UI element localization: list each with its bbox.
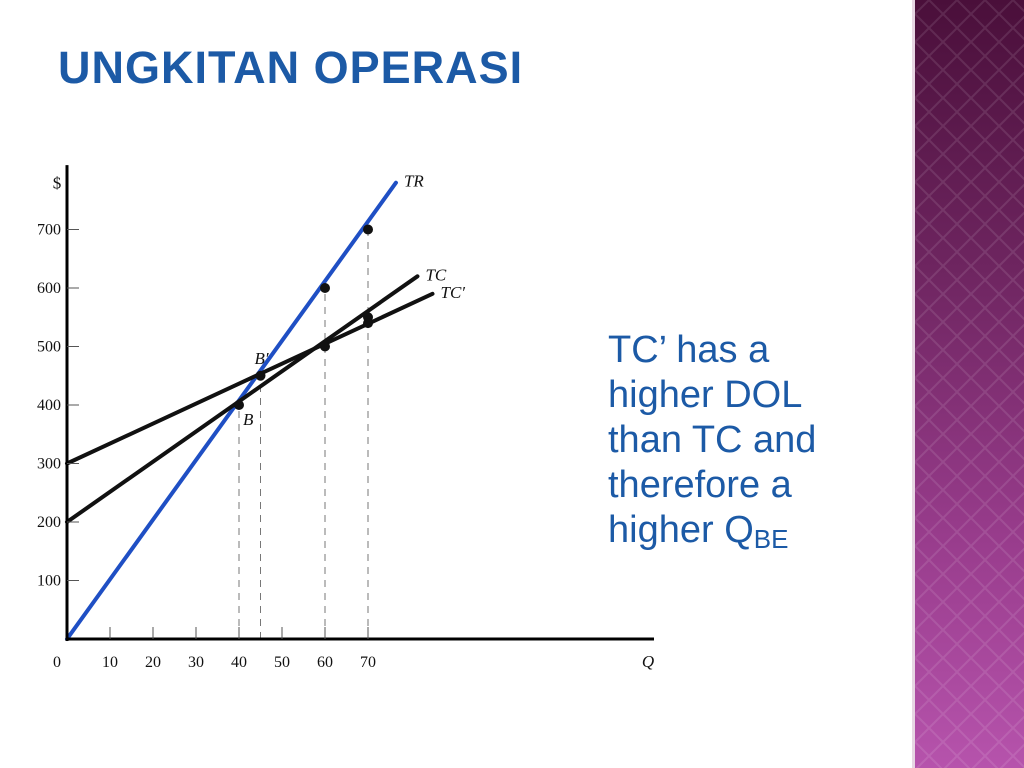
slide-title: UNGKITAN OPERASI xyxy=(58,42,524,93)
x-tick-label-50: 50 xyxy=(274,654,290,671)
point-label-2: B′ xyxy=(255,349,269,368)
x-tick-label-20: 20 xyxy=(145,654,161,671)
data-point-2 xyxy=(255,370,266,381)
note-subscript: BE xyxy=(753,524,789,554)
note-line-2: higher DOL xyxy=(608,374,803,416)
data-point-3 xyxy=(320,341,330,352)
data-point-6 xyxy=(363,318,373,329)
series-label-3: TC′ xyxy=(441,283,466,302)
tick-labels: 100 200 300 400 500 600 700 $0 10 20 30 40 50 60 70 Q xyxy=(37,174,654,671)
explanation-text: TC’ has a higher DOL than TC and therefo… xyxy=(608,328,908,562)
x-tick-label-60: 60 xyxy=(317,654,333,671)
y-axis-label: $ xyxy=(53,174,62,193)
series-label-1: TR xyxy=(404,172,424,191)
x-tick-label-70: 70 xyxy=(360,654,376,671)
y-tick-label-500: 500 xyxy=(37,339,61,356)
series-line-3 xyxy=(65,291,435,466)
note-line-4: therefore a xyxy=(608,464,792,506)
data-point-7 xyxy=(363,224,373,235)
point-label-1: B xyxy=(243,410,254,429)
y-tick-label-300: 300 xyxy=(37,456,61,473)
note-line-3: than TC and xyxy=(608,419,817,461)
x-tick-label-30: 30 xyxy=(188,654,204,671)
dashed-guides xyxy=(238,229,369,639)
y-tick-label-700: 700 xyxy=(37,222,61,239)
x-axis-label: Q xyxy=(642,652,654,671)
data-points xyxy=(234,224,373,410)
y-tick-label-200: 200 xyxy=(37,514,61,531)
series-line-1 xyxy=(65,180,398,641)
series-label-2: TC xyxy=(425,265,446,284)
y-tick-label-400: 400 xyxy=(37,397,61,414)
note-line-5: higher QBE xyxy=(608,508,908,562)
y-tick-label-600: 600 xyxy=(37,280,61,297)
x-tick-label-10: 10 xyxy=(102,654,118,671)
series-line-2 xyxy=(65,274,420,524)
data-point-4 xyxy=(320,283,330,293)
operating-leverage-chart: 100 200 300 400 500 600 700 $0 10 20 30 40 50 60 70 Q T… xyxy=(37,165,654,671)
chart-axes xyxy=(65,165,654,641)
decorative-sidebar xyxy=(912,0,1024,768)
y-tick-label-100: 100 xyxy=(37,573,61,590)
x-tick-label-0: 0 xyxy=(53,654,61,671)
diamond-pattern-icon xyxy=(915,0,1024,768)
x-tick-label-40: 40 xyxy=(231,654,247,671)
note-line-5-main: higher Q xyxy=(608,509,754,551)
note-line-1: TC’ has a xyxy=(608,329,770,371)
data-point-1 xyxy=(234,400,244,410)
